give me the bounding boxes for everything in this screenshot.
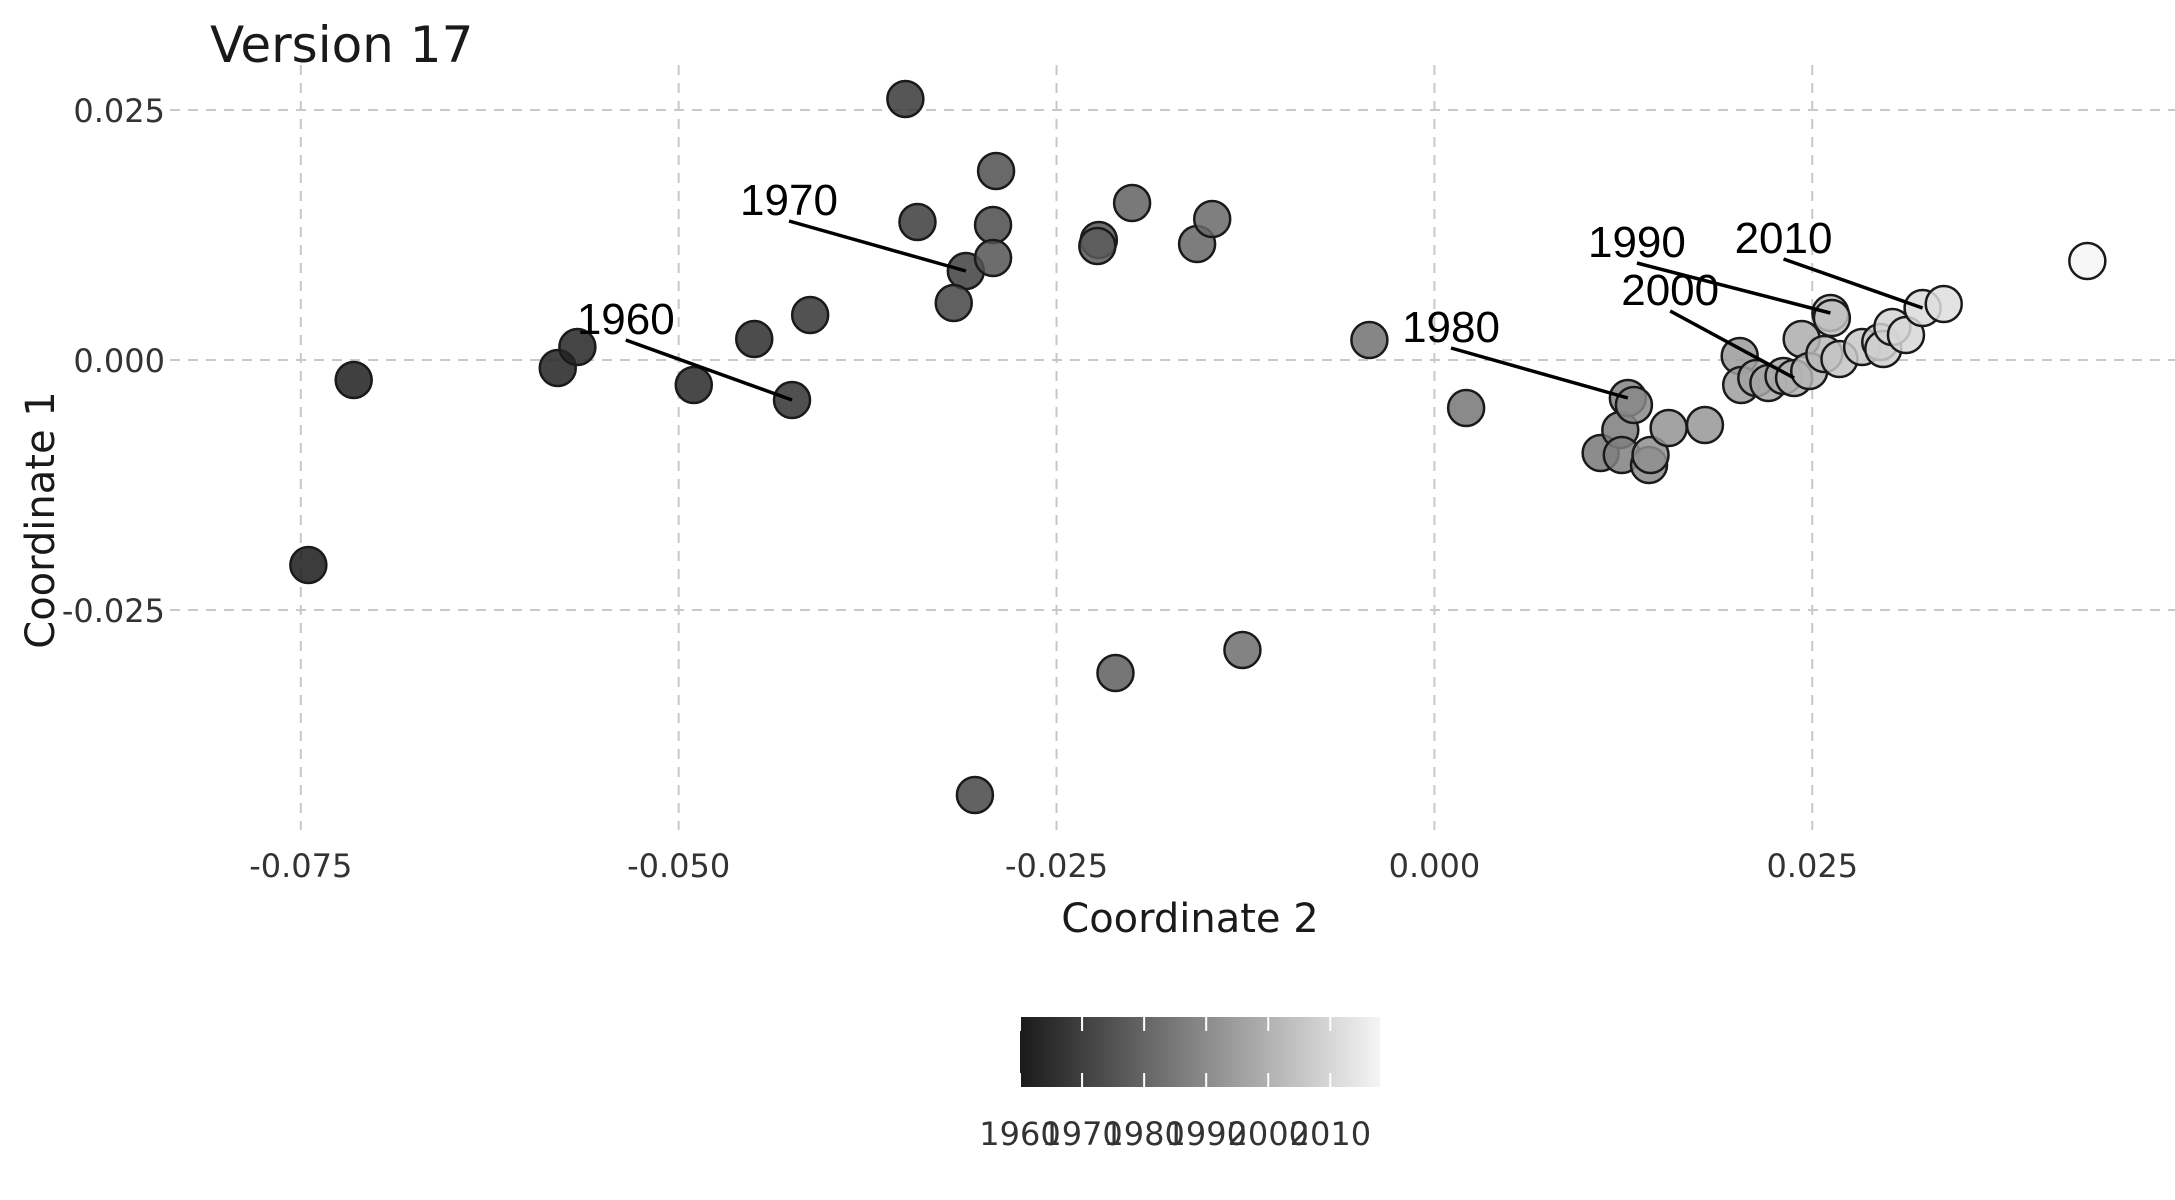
legend-tick-label: 1970 — [1041, 1115, 1122, 1153]
data-point — [973, 205, 1013, 245]
annotation-leader-line — [788, 219, 967, 273]
data-point — [886, 79, 925, 119]
data-point — [1192, 199, 1232, 239]
data-point — [934, 283, 973, 323]
y-tick-label: 0.000 — [73, 342, 165, 380]
annotation-label: 1990 — [1588, 218, 1686, 267]
legend-tick-label: 1980 — [1103, 1115, 1184, 1153]
data-point — [289, 545, 328, 585]
data-point — [558, 327, 597, 367]
x-tick-label: -0.050 — [627, 847, 730, 885]
annotation-label: 2010 — [1735, 214, 1833, 263]
x-tick-label: -0.075 — [249, 847, 352, 885]
x-tick-label: -0.025 — [1005, 847, 1108, 885]
y-tick-label: -0.025 — [62, 592, 165, 630]
data-point — [955, 775, 995, 815]
x-axis-ticks: -0.075 -0.050 -0.025 0.000 0.025 — [249, 847, 1858, 885]
data-point — [1223, 630, 1262, 670]
data-point — [734, 319, 774, 359]
legend-tick-label: 1990 — [1165, 1115, 1246, 1153]
data-point — [1812, 298, 1852, 338]
annotation-leader-line — [1636, 261, 1831, 315]
data-point — [1614, 385, 1654, 425]
data-point — [1631, 435, 1670, 475]
chart-title: Version 17 — [210, 16, 473, 74]
annotation-label: 2000 — [1621, 266, 1719, 315]
x-tick-label: 0.000 — [1389, 847, 1481, 885]
legend-tick-label: 2010 — [1290, 1115, 1371, 1153]
y-axis-title: Coordinate 1 — [18, 391, 64, 648]
data-point — [1112, 183, 1152, 223]
data-point — [2068, 241, 2107, 281]
data-point — [1685, 405, 1725, 445]
color-legend-bar — [1020, 1017, 1380, 1087]
data-point — [898, 202, 937, 242]
annotation-leader-line — [1669, 309, 1795, 380]
data-point — [976, 151, 1016, 191]
data-point — [1924, 284, 1963, 324]
data-point — [1649, 408, 1688, 448]
data-points — [289, 79, 2107, 815]
y-axis-ticks: 0.025 0.000 -0.025 — [62, 92, 165, 630]
annotation-label: 1980 — [1402, 303, 1500, 352]
data-point — [973, 238, 1013, 278]
annotation-label: 1960 — [577, 295, 675, 344]
x-axis-title: Coordinate 2 — [1061, 896, 1318, 942]
annotation-label: 1970 — [740, 176, 838, 225]
data-point — [674, 365, 714, 405]
data-point — [334, 360, 373, 400]
annotation-leader-line — [1782, 257, 1924, 310]
data-point — [1078, 226, 1117, 266]
data-point — [1446, 388, 1486, 428]
x-tick-label: 0.025 — [1766, 847, 1858, 885]
data-point — [1096, 653, 1135, 693]
annotation-leader-line — [1450, 346, 1629, 400]
annotation-leader-line — [625, 338, 793, 402]
legend-tick-label: 2000 — [1228, 1115, 1309, 1153]
legend-tick-label: 1960 — [979, 1115, 1060, 1153]
y-tick-label: 0.025 — [73, 92, 165, 130]
data-point — [1350, 320, 1389, 360]
data-point — [790, 295, 830, 335]
grid — [170, 65, 2175, 830]
